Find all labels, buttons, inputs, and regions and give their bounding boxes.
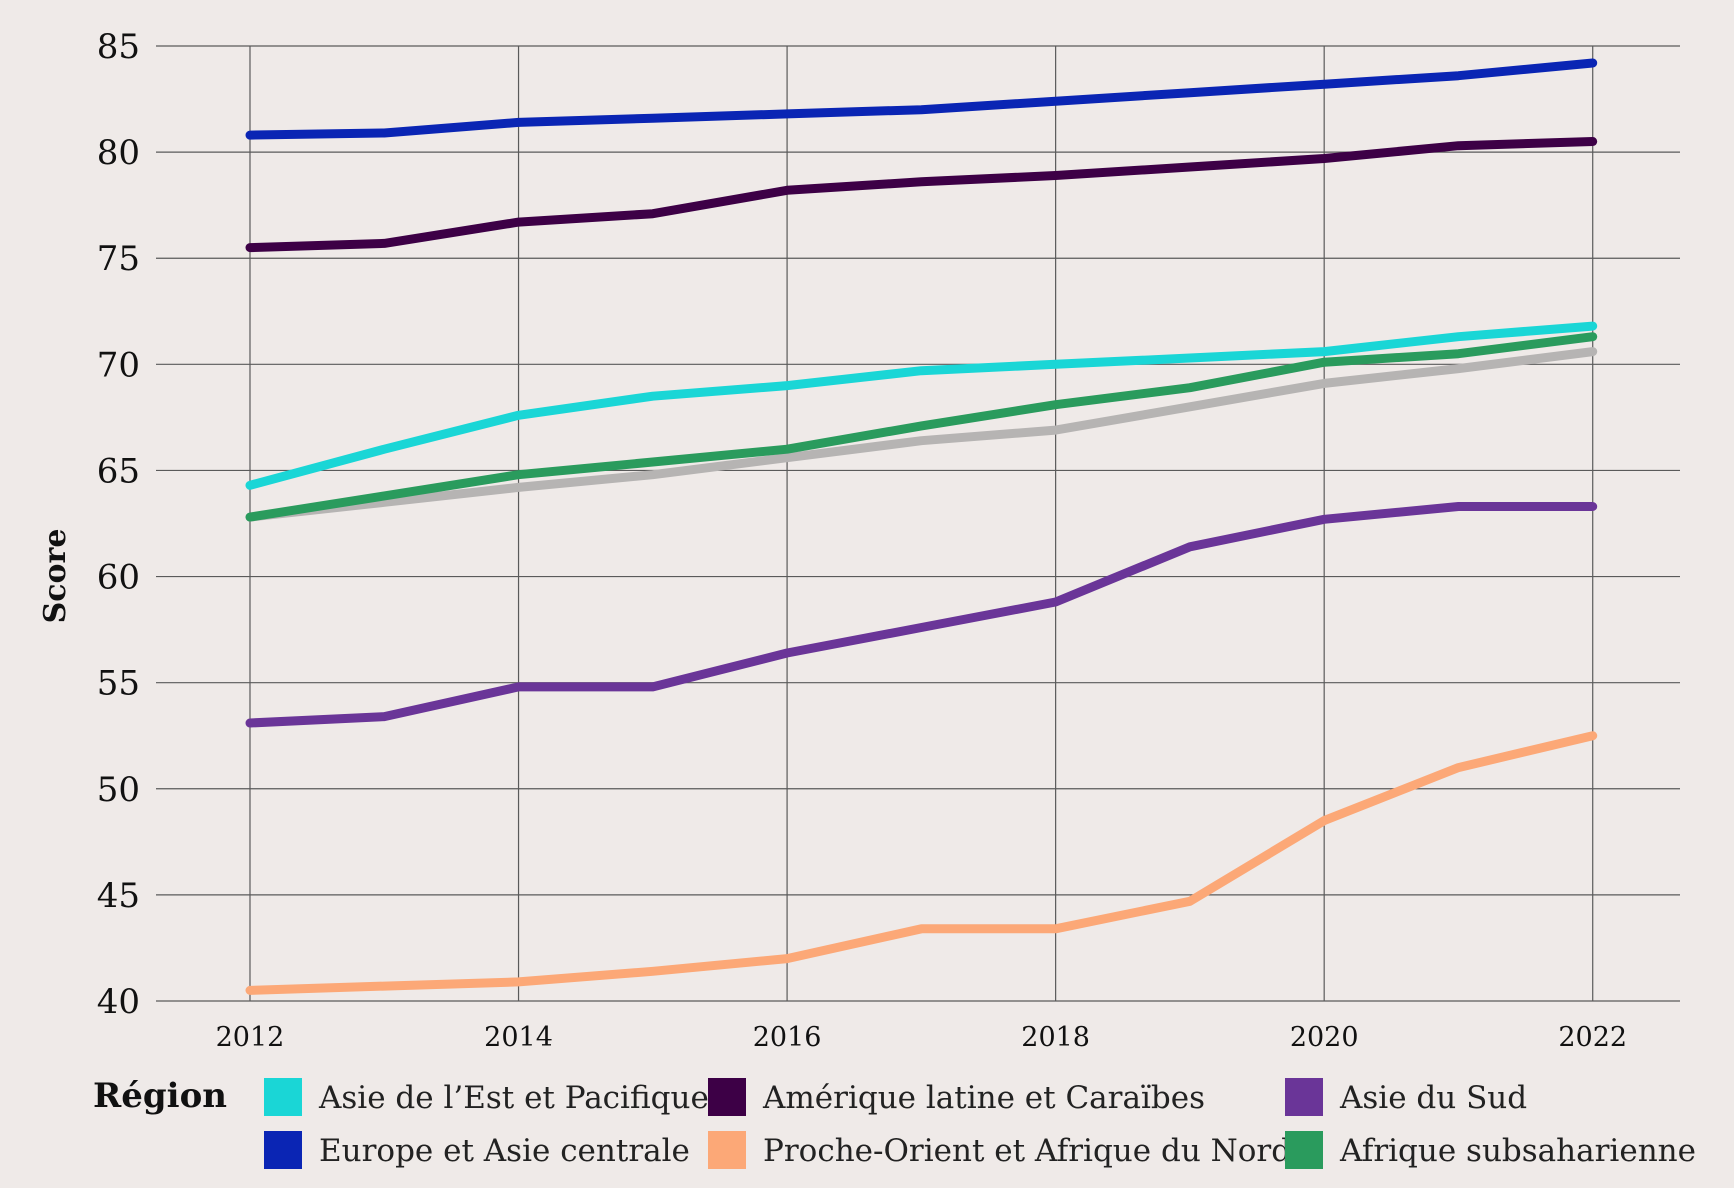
legend-label: Asie de l’Est et Pacifique <box>319 1080 709 1116</box>
x-tick-label: 2016 <box>753 1022 822 1053</box>
legend: Région Asie de l’Est et Pacifique Amériq… <box>0 1068 1734 1178</box>
x-tick-label: 2022 <box>1558 1022 1627 1053</box>
y-tick-label: 60 <box>97 558 140 598</box>
y-tick-label: 40 <box>97 982 140 1022</box>
legend-title: Région <box>93 1076 227 1116</box>
series-line-1 <box>245 321 1598 490</box>
legend-swatch <box>264 1078 302 1116</box>
y-tick-label: 45 <box>97 876 140 916</box>
legend-swatch <box>708 1078 746 1116</box>
legend-swatch <box>708 1131 746 1169</box>
series-line-5 <box>245 502 1598 728</box>
legend-label: Europe et Asie centrale <box>319 1133 690 1169</box>
y-tick-label: 55 <box>97 664 140 704</box>
series-line-4 <box>245 58 1598 140</box>
series-lines <box>245 58 1598 995</box>
y-tick-label: 50 <box>97 770 140 810</box>
series-line-3 <box>245 137 1598 253</box>
legend-swatch <box>1285 1131 1323 1169</box>
legend-label: Amérique latine et Caraïbes <box>763 1080 1205 1116</box>
series-line-6 <box>245 731 1598 995</box>
y-tick-label: 75 <box>97 239 140 279</box>
x-axis-ticks: 2012 2014 2016 2018 2020 2022 <box>216 1022 1627 1053</box>
line-chart: 40 45 50 55 60 65 70 75 80 85 2012 2014 2016 2018 202… <box>38 27 1680 1053</box>
legend-label: Asie du Sud <box>1340 1080 1528 1116</box>
x-tick-label: 2014 <box>484 1022 553 1053</box>
y-axis-ticks: 40 45 50 55 60 65 70 75 80 85 <box>97 27 140 1022</box>
y-tick-label: 80 <box>97 133 140 173</box>
x-tick-label: 2012 <box>216 1022 285 1053</box>
y-tick-label: 65 <box>97 451 140 491</box>
y-axis-label: Score <box>38 529 73 624</box>
y-tick-label: 85 <box>97 27 140 67</box>
x-tick-label: 2018 <box>1021 1022 1090 1053</box>
y-tick-label: 70 <box>97 345 140 385</box>
series-line-0 <box>245 347 1598 522</box>
x-tick-label: 2020 <box>1290 1022 1359 1053</box>
legend-label: Afrique subsaharienne <box>1340 1133 1696 1169</box>
legend-swatch <box>264 1131 302 1169</box>
gridlines <box>156 45 1680 1002</box>
legend-label: Proche-Orient et Afrique du Nord <box>763 1133 1292 1169</box>
legend-swatch <box>1285 1078 1323 1116</box>
series-line-2 <box>245 332 1598 522</box>
